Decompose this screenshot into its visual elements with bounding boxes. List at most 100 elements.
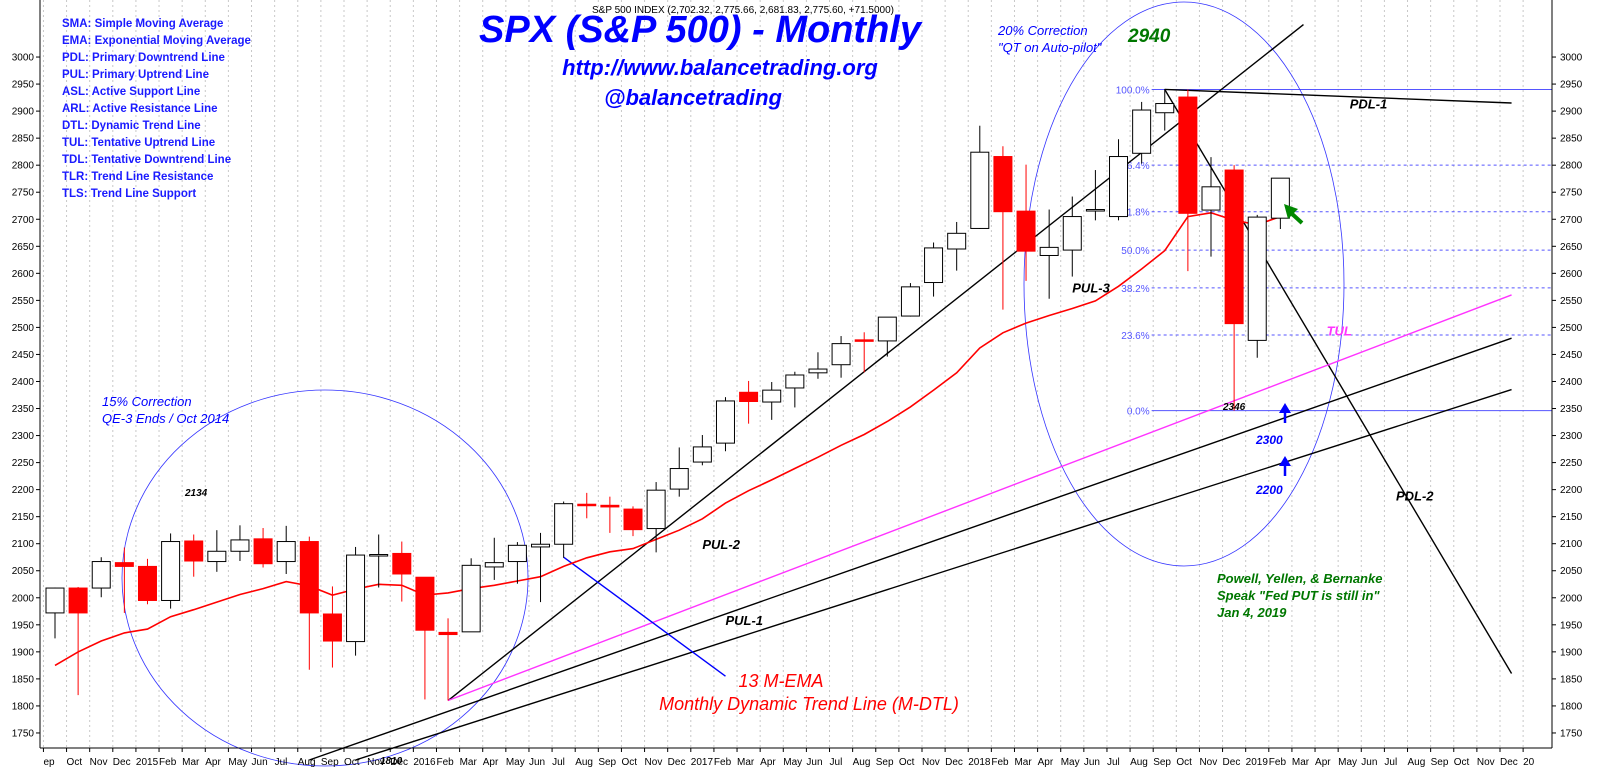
y-tick-label: 2400 [12, 377, 35, 388]
y-tick-label: 2600 [12, 269, 35, 280]
trendline-label: PUL-1 [725, 613, 763, 628]
axes: 1750 1750 1800 1800 1850 1850 1900 1900 1950 1950… [12, 0, 1583, 768]
x-tick-label: Dec [390, 757, 408, 768]
candle-body [369, 554, 389, 557]
candle-body [299, 541, 319, 614]
x-tick-label: Dec [945, 757, 963, 768]
y-tick-label: 2700 [12, 215, 35, 226]
candles [45, 88, 1290, 701]
correction-ellipse-2014 [121, 389, 529, 767]
trendline-pul-1 [355, 388, 1512, 761]
legend-item: TLR: Trend Line Resistance [62, 171, 213, 183]
x-tick-label: May [228, 757, 247, 768]
candle-body [1062, 216, 1082, 251]
candle-body [68, 587, 88, 614]
x-tick-label: Sep [321, 757, 339, 768]
x-tick-label: 2019 [1246, 757, 1269, 768]
candle-body [623, 508, 643, 531]
candle-body [762, 389, 782, 403]
x-tick-label: Jun [1361, 757, 1377, 768]
x-tick-label: Nov [1477, 757, 1495, 768]
y-tick-label: 2050 [12, 566, 35, 577]
candle-body [438, 631, 458, 636]
candle-body [392, 552, 412, 575]
candle-body [1270, 177, 1290, 219]
candle-body [484, 562, 504, 568]
y-tick-label: 2050 [1560, 566, 1583, 577]
candle-body [230, 539, 250, 552]
x-tick-label: Jul [1384, 757, 1397, 768]
chart-title: SPX (S&P 500) - Monthly [479, 9, 923, 51]
y-tick-label: 2850 [1560, 134, 1583, 145]
level-2940-label: 2940 [1127, 26, 1171, 47]
trendline-label: PUL-2 [702, 537, 740, 552]
x-tick-label: Dec [668, 757, 686, 768]
x-tick-label: Sep [1153, 757, 1171, 768]
x-tick-label: Oct [344, 757, 360, 768]
x-tick-label: Dec [1500, 757, 1518, 768]
y-tick-label: 2350 [1560, 404, 1583, 415]
y-tick-label: 2900 [1560, 107, 1583, 118]
y-tick-label: 2100 [1560, 539, 1583, 550]
y-tick-label: 2700 [1560, 215, 1583, 226]
x-tick-label: Jun [252, 757, 268, 768]
x-tick-label: Mar [737, 757, 755, 768]
y-tick-label: 2650 [1560, 242, 1583, 253]
x-tick-label: Oct [1176, 757, 1192, 768]
candle-body [900, 286, 920, 317]
legend-item: TUL: Tentative Uptrend Line [62, 137, 215, 149]
x-tick-label: Mar [182, 757, 200, 768]
y-tick-label: 2650 [12, 242, 35, 253]
green-arrow-icon [1284, 204, 1304, 225]
candle-body [554, 503, 574, 545]
correction-ellipses [121, 1, 1345, 767]
candle-body [507, 544, 527, 563]
trendline-label: PUL-3 [1072, 280, 1110, 295]
x-tick-label: 20 [1523, 757, 1535, 768]
x-tick-label: Aug [575, 757, 593, 768]
legend: SMA: Simple Moving Average EMA: Exponent… [62, 18, 251, 200]
candle-body [600, 504, 620, 508]
x-tick-label: Mar [460, 757, 478, 768]
candle-body [577, 503, 597, 507]
candle-body [692, 446, 712, 463]
y-tick-label: 2150 [12, 512, 35, 523]
up-arrow-icon [1279, 403, 1291, 423]
candle-body [1247, 216, 1267, 341]
x-tick-label: Apr [1315, 757, 1331, 768]
y-tick-label: 2750 [12, 188, 35, 199]
trendline-pdl-2 [1164, 89, 1513, 674]
x-tick-label: Apr [205, 757, 221, 768]
x-tick-label: Jul [552, 757, 565, 768]
x-tick-label: Sep [876, 757, 894, 768]
x-tick-label: Feb [991, 757, 1009, 768]
x-tick-label: Feb [1269, 757, 1287, 768]
candle-body [461, 564, 481, 633]
candle-body [924, 247, 944, 284]
x-tick-label: Aug [1130, 757, 1148, 768]
candle-body [1201, 186, 1221, 211]
candle-body [1085, 209, 1105, 212]
y-tick-label: 2500 [12, 323, 35, 334]
candle-body [322, 613, 342, 642]
y-tick-label: 1850 [1560, 674, 1583, 685]
fed-line3: Jan 4, 2019 [1217, 605, 1287, 620]
candle-body [253, 538, 273, 565]
subtitle-url: http://www.balancetrading.org [562, 55, 878, 80]
candle-body [669, 468, 689, 490]
ema-label-line1: 13 M-EMA [738, 671, 823, 691]
x-tick-label: ep [43, 757, 55, 768]
x-tick-label: Aug [853, 757, 871, 768]
trendline-pul-3 [447, 24, 1304, 702]
x-tick-label: 2018 [968, 757, 991, 768]
y-tick-label: 2000 [12, 593, 35, 604]
y-tick-label: 2950 [1560, 80, 1583, 91]
candle-body [45, 587, 65, 614]
x-tick-label: Oct [621, 757, 637, 768]
y-tick-label: 2350 [12, 404, 35, 415]
trendline-label: PDL-2 [1396, 488, 1434, 503]
x-tick-label: Jul [830, 757, 843, 768]
fib-retracement: 100.0% 76.4% 61.8% 50.0% 38.2% 23.6% 0.0% [1116, 85, 1552, 418]
x-tick-label: Aug [1408, 757, 1426, 768]
y-tick-label: 1900 [1560, 647, 1583, 658]
